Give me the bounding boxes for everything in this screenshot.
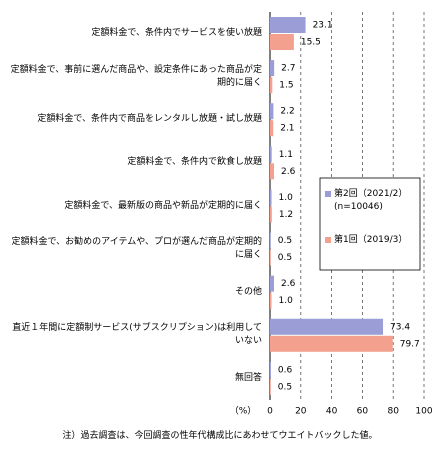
category-label: 定額料金で、条件内で商品をレンタルし放題・試し放題	[37, 114, 262, 125]
x-tick-label: 0	[267, 407, 273, 417]
value-label: 2.7	[281, 64, 295, 74]
value-label: 1.0	[279, 193, 294, 203]
bar	[270, 232, 271, 249]
bar	[270, 60, 275, 77]
category-label: 直近１年間に定額制サービス(サブスクリプション)は利用していない	[12, 323, 262, 347]
value-label: 0.5	[278, 253, 292, 263]
footnote: 注）過去調査は、今回調査の性年代構成比にあわせてウエイトバックした値。	[62, 431, 378, 441]
value-label: 1.1	[279, 150, 293, 160]
legend-swatch	[325, 191, 331, 197]
value-label: 1.5	[279, 81, 293, 91]
value-label: 79.7	[400, 339, 420, 349]
value-label: 1.2	[279, 210, 293, 220]
bar	[270, 249, 271, 266]
value-label: 15.5	[301, 38, 321, 48]
category-label: 定額料金で、事前に選んだ商品や、設定条件にあった商品が定期的に届く	[10, 64, 262, 88]
legend-box	[319, 177, 421, 271]
category-label: 定額料金で、条件内で飲食し放題	[127, 157, 262, 168]
value-label: 2.6	[281, 279, 296, 289]
value-label: 23.1	[313, 21, 333, 31]
category-label: その他	[234, 286, 262, 297]
x-tick-label: 40	[326, 407, 338, 417]
value-label: 73.4	[390, 322, 410, 332]
value-label: 0.5	[278, 236, 292, 246]
legend-label: 第1回（2019/3）	[334, 235, 408, 245]
bar	[270, 292, 272, 309]
bar	[270, 163, 275, 180]
category-label: 無回答	[234, 372, 262, 383]
bar	[270, 335, 393, 352]
bar	[270, 77, 273, 94]
category-label: 定額料金で、お勧めのアイテムや、プロが選んだ商品が定期的に届く	[11, 237, 262, 261]
x-tick-label: 100	[415, 407, 432, 417]
bar	[270, 120, 274, 137]
bar	[270, 206, 272, 223]
value-label: 0.5	[278, 382, 292, 392]
x-tick-label: 20	[295, 407, 307, 417]
value-label: 2.6	[281, 167, 296, 177]
bar	[270, 361, 271, 378]
bar	[270, 17, 306, 33]
bar	[270, 103, 274, 120]
x-axis-label: （%）	[230, 406, 257, 417]
category-label: 定額料金で、最新版の商品や新品が定期的に届く	[64, 200, 262, 211]
value-label: 1.0	[279, 296, 294, 306]
value-label: 0.6	[278, 365, 293, 375]
bar	[270, 318, 384, 335]
value-label: 2.2	[280, 107, 294, 117]
category-label: 定額料金で、条件内でサービスを使い放題	[91, 28, 262, 39]
bar	[270, 34, 294, 50]
x-tick-label: 60	[357, 407, 369, 417]
bar	[270, 146, 272, 163]
legend-swatch	[325, 237, 331, 243]
legend-label: 第2回（2021/2）(n=10046)	[334, 189, 408, 212]
bar	[270, 189, 272, 206]
value-label: 2.1	[280, 124, 294, 134]
bar	[270, 378, 271, 395]
bar	[270, 275, 275, 292]
x-tick-label: 80	[387, 407, 399, 417]
